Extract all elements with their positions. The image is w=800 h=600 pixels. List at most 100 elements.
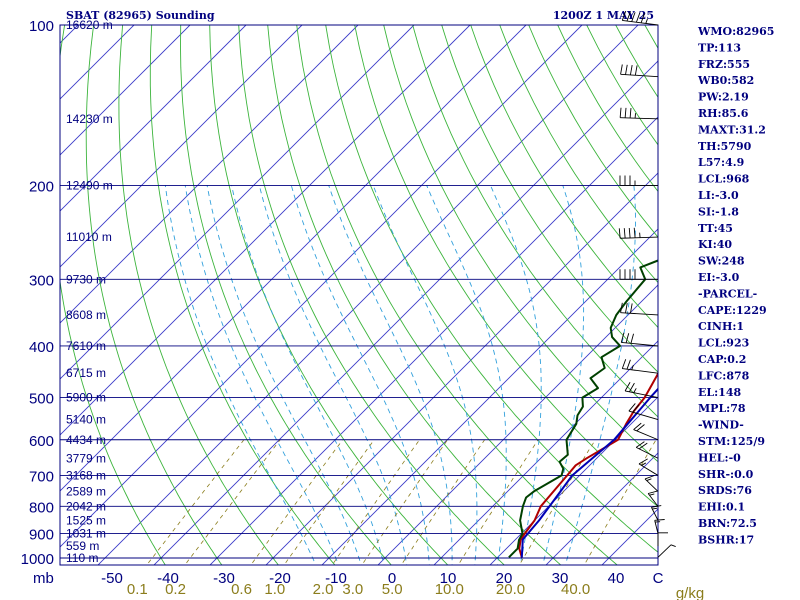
mixing-ratio-line xyxy=(331,439,420,565)
sounding-index: BRN:72.5 xyxy=(698,517,757,530)
temperature-tick-label: -10 xyxy=(325,570,347,587)
height-label: 8608 m xyxy=(66,308,106,322)
dry-adiabat-line xyxy=(557,25,658,193)
dry-adiabat-line xyxy=(60,25,166,565)
isotherm-line xyxy=(60,25,471,436)
wind-barb-flag xyxy=(648,490,658,494)
wind-barb xyxy=(635,441,659,459)
sounding-index: RH:85.6 xyxy=(698,107,749,120)
sounding-index: EL:148 xyxy=(698,386,741,399)
mixing-ratio-unit-label: g/kg xyxy=(676,585,704,600)
height-label: 5900 m xyxy=(66,391,106,405)
wind-barb-staff xyxy=(620,236,659,239)
isotherm-lines xyxy=(0,25,658,569)
wind-barb xyxy=(657,544,676,558)
sounding-profiles xyxy=(508,259,658,559)
wind-barb-half-flag xyxy=(646,478,652,481)
sounding-index: -WIND- xyxy=(698,419,744,432)
isotherm-line xyxy=(0,25,22,569)
sounding-index: SW:248 xyxy=(698,255,745,268)
wind-barb xyxy=(650,505,662,521)
dry-adiabat-line xyxy=(85,25,223,565)
wind-barb-flag xyxy=(635,441,645,448)
sounding-index: FRZ:555 xyxy=(698,58,750,71)
wind-barb xyxy=(621,10,659,26)
height-labels: 16620 m 14230 m 12490 m 11010 m 9730 m 8608 m… xyxy=(66,18,113,565)
wind-barb-flag xyxy=(654,519,665,521)
isotherm-line xyxy=(60,25,527,492)
sounding-index: TH:5790 xyxy=(698,140,752,153)
wind-barb-half-flag xyxy=(670,544,676,547)
moist-adiabat-line xyxy=(542,185,585,565)
temperature-tick-label: 20 xyxy=(496,570,513,587)
wind-barb xyxy=(657,532,668,547)
temperature-tick-label: -40 xyxy=(157,570,179,587)
temperature-tick-label: -30 xyxy=(213,570,235,587)
dry-adiabat-line xyxy=(180,25,392,565)
sounding-index: EHI:0.1 xyxy=(698,501,745,514)
wind-barb-flag xyxy=(619,107,622,118)
wind-barb xyxy=(644,475,659,492)
isotherm-line xyxy=(489,396,658,565)
mixing-ratio-tick-label: 40.0 xyxy=(561,581,590,598)
wind-barb-flag xyxy=(625,303,628,314)
dry-adiabat-line xyxy=(149,25,336,565)
sounding-index: -PARCEL- xyxy=(698,287,757,300)
sounding-index: LFC:878 xyxy=(698,369,750,382)
temperature-tick-label: 30 xyxy=(552,570,569,587)
temperature-tick-label: -50 xyxy=(101,570,123,587)
wind-barb-flag xyxy=(625,64,628,75)
mixing-ratio-tick-label: 20.0 xyxy=(496,581,525,598)
dry-adiabat-line xyxy=(412,25,658,418)
dry-adiabat-line xyxy=(499,25,658,284)
moist-adiabat-line xyxy=(206,185,362,565)
sounding-index: STM:125/9 xyxy=(698,435,765,448)
mixing-ratio-tick-label: 1.0 xyxy=(264,581,285,598)
isotherm-line xyxy=(153,60,658,565)
plot-frame xyxy=(59,24,659,566)
sounding-index: MPL:78 xyxy=(698,402,746,415)
dry-adiabat-line xyxy=(325,25,658,553)
wind-barb-flag xyxy=(644,475,655,480)
wind-barb-staff xyxy=(625,390,659,398)
wind-barb-flag xyxy=(636,424,645,432)
height-label: 6715 m xyxy=(66,366,106,380)
isotherm-line xyxy=(60,25,415,380)
wind-barbs xyxy=(618,10,676,558)
mixing-ratio-line xyxy=(583,439,657,565)
sounding-index: PW:2.19 xyxy=(698,91,749,104)
wind-barb-flag xyxy=(633,227,636,238)
mixing-ratio-tick-label: 10.0 xyxy=(435,581,464,598)
temperature-profile xyxy=(518,372,658,558)
height-label: 3779 m xyxy=(66,451,106,465)
wind-barb xyxy=(620,332,659,347)
parcel-profile xyxy=(520,387,658,558)
mixing-ratio-tick-label: 3.0 xyxy=(342,581,363,598)
wind-barb-flag xyxy=(640,13,645,23)
wind-barb-staff xyxy=(622,20,659,26)
mixing-ratio-line xyxy=(361,439,448,565)
wind-barb-half-flag xyxy=(645,18,648,24)
wind-barb-flag xyxy=(629,303,633,314)
temperature-tick-label: 10 xyxy=(440,570,457,587)
moist-adiabat-line xyxy=(372,185,478,565)
chart-time: 1200Z 1 MAY 25 xyxy=(553,9,654,22)
pressure-tick-label: 800 xyxy=(29,499,54,516)
wind-barb-flag xyxy=(621,359,627,369)
wind-barb-flag xyxy=(618,228,621,239)
mixing-ratio-line xyxy=(184,439,281,565)
wind-barb-flag xyxy=(629,65,633,76)
wind-barb-staff xyxy=(654,520,659,534)
isotherm-line xyxy=(60,25,247,212)
wind-barb-staff xyxy=(628,410,659,421)
wind-barb-flag xyxy=(623,228,626,239)
wind-barb-staff xyxy=(650,507,659,521)
wind-barb-flag xyxy=(635,12,641,23)
moist-adiabat-line xyxy=(426,185,507,565)
mixing-ratio-tick-label: 0.1 xyxy=(127,581,148,598)
mixing-ratio-lines xyxy=(146,439,657,565)
sounding-index: CINH:1 xyxy=(698,320,744,333)
isotherm-line xyxy=(209,116,658,565)
isotherm-line xyxy=(265,172,658,565)
